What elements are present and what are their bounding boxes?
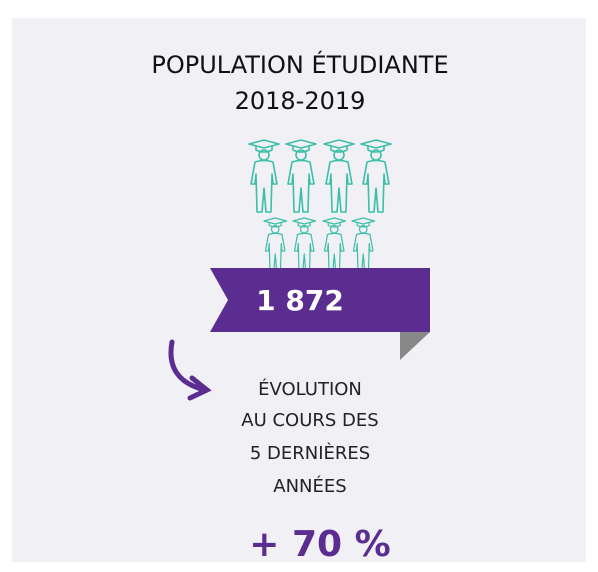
title-line: POPULATION ÉTUDIANTE	[151, 50, 448, 79]
evolution-value: + 70 %	[249, 524, 390, 565]
title-line: 2018-2019	[235, 87, 366, 115]
arrow	[168, 339, 212, 401]
evolution-label: ÉVOLUTION	[258, 378, 362, 400]
evolution-label: ANNÉES	[273, 475, 346, 497]
count: 1 872	[256, 284, 344, 317]
ribbon	[210, 268, 430, 332]
evolution-label: AU COURS DES	[241, 410, 378, 431]
evolution-label: 5 DERNIÈRES	[250, 442, 370, 464]
ribbon-fold	[400, 332, 430, 360]
